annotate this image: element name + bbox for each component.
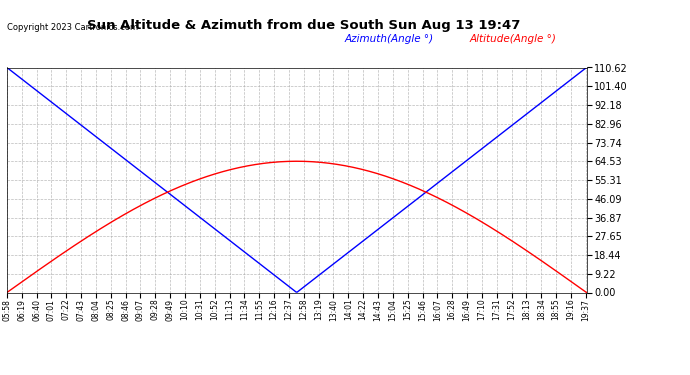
Text: Sun Altitude & Azimuth from due South Sun Aug 13 19:47: Sun Altitude & Azimuth from due South Su… (87, 19, 520, 32)
Text: Copyright 2023 Cartronics.com: Copyright 2023 Cartronics.com (7, 22, 138, 32)
Text: Azimuth(Angle °): Azimuth(Angle °) (345, 34, 434, 44)
Text: Altitude(Angle °): Altitude(Angle °) (469, 34, 556, 44)
